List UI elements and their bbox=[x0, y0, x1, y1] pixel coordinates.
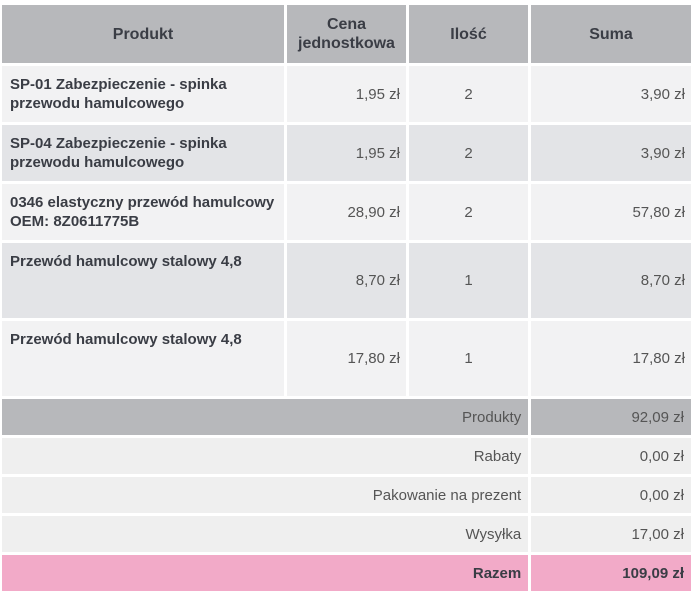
summary-products-value: 92,09 zł bbox=[531, 399, 691, 435]
summary-total-value: 109,09 zł bbox=[531, 555, 691, 591]
summary-giftwrap-row: Pakowanie na prezent 0,00 zł bbox=[2, 477, 691, 513]
line-sum: 3,90 zł bbox=[531, 125, 691, 181]
quantity: 1 bbox=[409, 321, 528, 396]
summary-discount-label: Rabaty bbox=[2, 438, 529, 474]
cart-summary-table: Produkt Cena jednostkowa Ilość Suma SP-0… bbox=[2, 5, 691, 594]
unit-price: 8,70 zł bbox=[287, 243, 406, 318]
line-sum: 8,70 zł bbox=[531, 243, 691, 318]
summary-shipping-value: 17,00 zł bbox=[531, 516, 691, 552]
quantity: 2 bbox=[409, 125, 528, 181]
unit-price: 28,90 zł bbox=[287, 184, 406, 240]
quantity: 1 bbox=[409, 243, 528, 318]
unit-price: 1,95 zł bbox=[287, 125, 406, 181]
table-row: Przewód hamulcowy stalowy 4,8 8,70 zł 1 … bbox=[2, 243, 691, 318]
line-sum: 57,80 zł bbox=[531, 184, 691, 240]
summary-shipping-label: Wysyłka bbox=[2, 516, 529, 552]
table-row: SP-01 Zabezpieczenie - spinka przewodu h… bbox=[2, 66, 691, 122]
product-name: SP-04 Zabezpieczenie - spinka przewodu h… bbox=[2, 125, 284, 181]
unit-price: 17,80 zł bbox=[287, 321, 406, 396]
header-sum: Suma bbox=[531, 5, 691, 63]
header-product: Produkt bbox=[2, 5, 284, 63]
product-name: 0346 elastyczny przewód hamulcowy OEM: 8… bbox=[2, 184, 284, 240]
summary-shipping-row: Wysyłka 17,00 zł bbox=[2, 516, 691, 552]
product-name: Przewód hamulcowy stalowy 4,8 bbox=[2, 243, 284, 318]
quantity: 2 bbox=[409, 184, 528, 240]
summary-products-row: Produkty 92,09 zł bbox=[2, 399, 691, 435]
table-row: Przewód hamulcowy stalowy 4,8 17,80 zł 1… bbox=[2, 321, 691, 396]
summary-discount-value: 0,00 zł bbox=[531, 438, 691, 474]
table-header: Produkt Cena jednostkowa Ilość Suma bbox=[2, 5, 691, 63]
quantity: 2 bbox=[409, 66, 528, 122]
line-sum: 17,80 zł bbox=[531, 321, 691, 396]
product-name: SP-01 Zabezpieczenie - spinka przewodu h… bbox=[2, 66, 284, 122]
summary-giftwrap-label: Pakowanie na prezent bbox=[2, 477, 529, 513]
unit-price: 1,95 zł bbox=[287, 66, 406, 122]
summary-total-label: Razem bbox=[2, 555, 529, 591]
summary-giftwrap-value: 0,00 zł bbox=[531, 477, 691, 513]
header-unit-price: Cena jednostkowa bbox=[287, 5, 406, 63]
line-sum: 3,90 zł bbox=[531, 66, 691, 122]
summary-discount-row: Rabaty 0,00 zł bbox=[2, 438, 691, 474]
header-quantity: Ilość bbox=[409, 5, 528, 63]
table-row: SP-04 Zabezpieczenie - spinka przewodu h… bbox=[2, 125, 691, 181]
table-row: 0346 elastyczny przewód hamulcowy OEM: 8… bbox=[2, 184, 691, 240]
product-name: Przewód hamulcowy stalowy 4,8 bbox=[2, 321, 284, 396]
summary-products-label: Produkty bbox=[2, 399, 529, 435]
summary-total-row: Razem 109,09 zł bbox=[2, 555, 691, 591]
